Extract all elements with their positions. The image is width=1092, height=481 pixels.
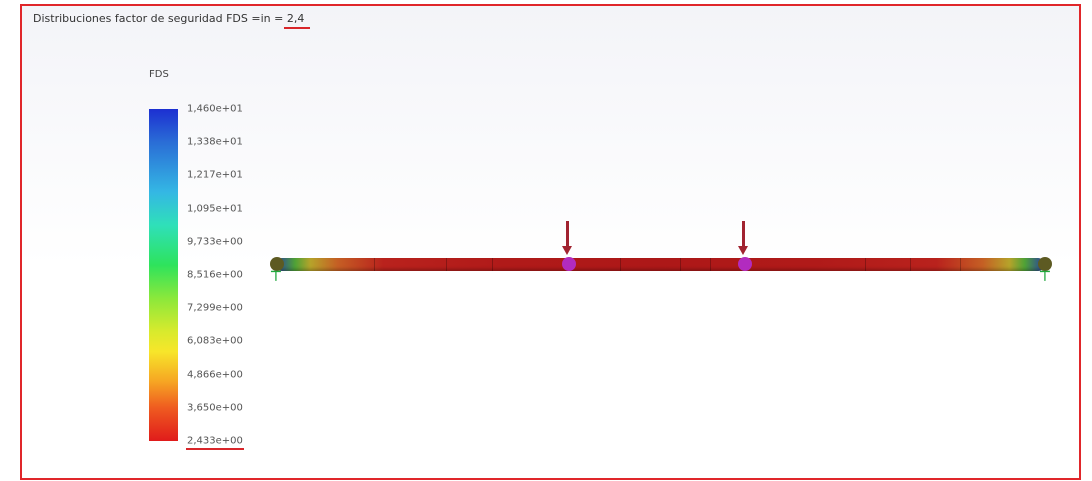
beam-segment-line [446, 258, 447, 271]
beam-segment-line [492, 258, 493, 271]
load-arrow-shaft [742, 221, 745, 249]
beam-body[interactable] [276, 258, 1044, 271]
fds-plot-frame: Distribuciones factor de seguridad FDS =… [20, 4, 1081, 480]
legend-label: FDS [149, 69, 169, 80]
colorbar-tick: 4,866e+00 [187, 369, 243, 381]
colorbar-tick: 6,083e+00 [187, 335, 243, 347]
beam-segment-line [374, 258, 375, 271]
fixture-icon: ┬ [1040, 262, 1050, 281]
arrow-down-icon [562, 246, 572, 255]
beam-segment-line [710, 258, 711, 271]
load-point-node[interactable] [738, 257, 752, 271]
colorbar-tick: 1,460e+01 [187, 103, 243, 115]
beam-segment-line [960, 258, 961, 271]
colorbar-tick: 1,095e+01 [187, 203, 243, 215]
beam-model[interactable]: ┬ ┬ [270, 252, 1052, 282]
colorbar-tick-min: 2,433e+00 [187, 435, 243, 447]
plot-title-prefix: Distribuciones factor de seguridad FDS =… [33, 12, 284, 25]
beam-segment-line [910, 258, 911, 271]
colorbar-tick: 1,338e+01 [187, 136, 243, 148]
load-point-node[interactable] [562, 257, 576, 271]
beam-segment-line [620, 258, 621, 271]
beam-segment-line [680, 258, 681, 271]
min-value-underline [186, 448, 244, 450]
colorbar-tick: 9,733e+00 [187, 236, 243, 248]
title-value-underline [284, 27, 310, 29]
colorbar-tick: 1,217e+01 [187, 169, 243, 181]
arrow-down-icon [738, 246, 748, 255]
left-support-node[interactable] [270, 257, 284, 271]
colorbar-tick: 8,516e+00 [187, 269, 243, 281]
right-support-node[interactable] [1038, 257, 1052, 271]
colorbar-tick: 3,650e+00 [187, 402, 243, 414]
colorbar-tick: 7,299e+00 [187, 302, 243, 314]
plot-title-value: 2,4 [286, 12, 305, 25]
beam-segment-line [865, 258, 866, 271]
load-arrow-shaft [566, 221, 569, 249]
plot-title: Distribuciones factor de seguridad FDS =… [33, 12, 304, 25]
fixture-icon: ┬ [271, 262, 281, 281]
fds-colorbar [149, 109, 178, 441]
